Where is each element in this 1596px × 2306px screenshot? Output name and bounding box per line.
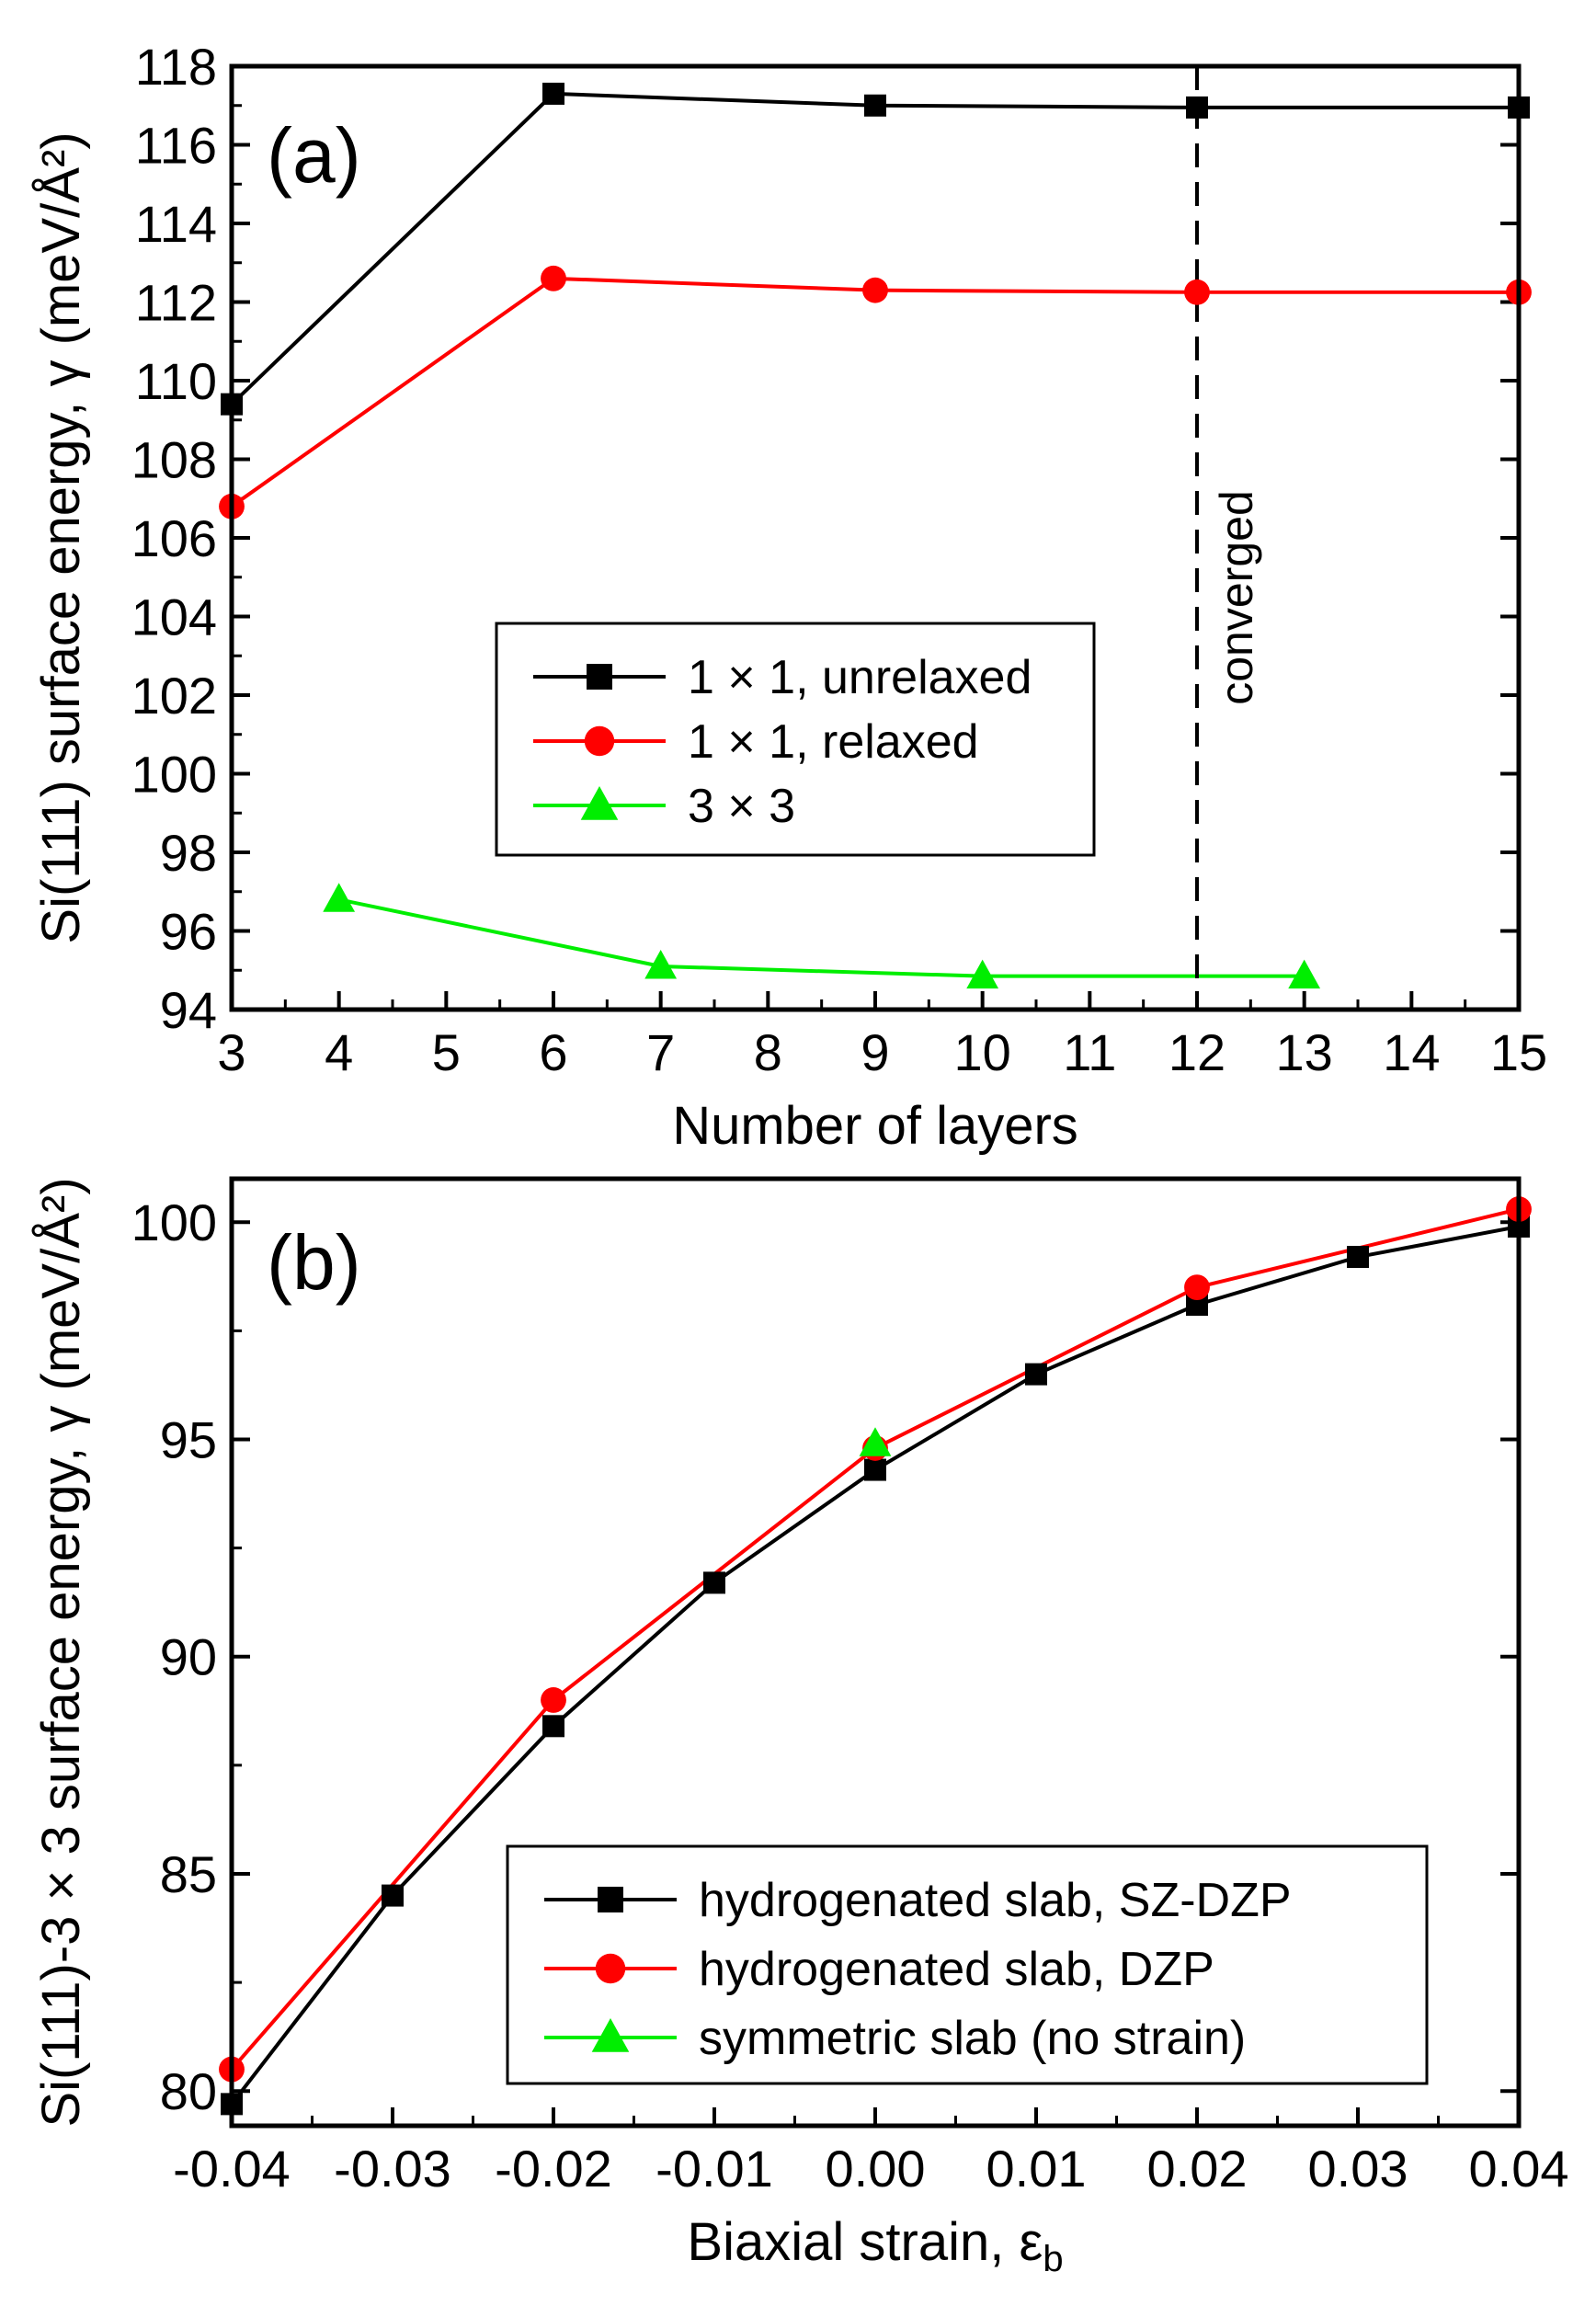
point-3-3 [644,949,678,979]
a-x-tick-label: 3 [217,1023,245,1081]
point-hydrogenated-slab-sz-dzp [1025,1363,1047,1386]
b-y-tick-label: 100 [131,1193,217,1251]
point-hydrogenated-slab-sz-dzp [382,1884,404,1907]
b-x-tick-label: 0.01 [986,2140,1087,2198]
a-x-tick-label: 8 [754,1023,782,1081]
b-plot-frame [229,1176,1522,2129]
b-x-tick-label: 0.04 [1469,2140,1569,2198]
a-x-tick-label: 11 [1063,1023,1116,1081]
point-hydrogenated-slab-sz-dzp [703,1571,725,1594]
a-x-tick-label: 15 [1490,1023,1547,1081]
series-line-1-1-unrelaxed [230,91,1519,406]
b-tick-labels: -0.04 -0.03 -0.02 -0.01 0.00 0.01 0.02 0.03 0.04… [131,1193,1569,2198]
a-legend-label-1-1-unrelaxed: 1 × 1, unrelaxed [688,651,1032,704]
a-y-tick-label: 110 [135,352,217,410]
point-hydrogenated-slab-sz-dzp [542,1715,564,1738]
a-x-tick-label: 14 [1383,1023,1440,1081]
a-tick-labels: 3 4 5 6 7 8 9 10 11 12 13 14 15 94 96 98 100 102 104 106 108… [131,38,1548,1081]
b-legend-marker-hydrogenated-slab-sz-dzp [598,1887,623,1912]
b-y-tick-label: 95 [160,1410,217,1468]
a-panel-label: (a) [267,112,361,199]
a-x-tick-label: 10 [954,1023,1011,1081]
point-1-1-unrelaxed [542,82,564,105]
b-x-axis-title: Biaxial strain, εb [687,2212,1063,2279]
a-x-tick-label: 9 [861,1023,889,1081]
b-x-tick-label: 0.03 [1308,2140,1408,2198]
converged-annotation: converged [1211,490,1262,705]
a-x-tick-label: 12 [1168,1023,1226,1081]
panel-a: converged 3 4 5 6 7 8 9 10 11 12 13 14 15 94 96 98 100 10… [31,38,1547,1156]
a-y-tick-label: 98 [160,824,217,882]
a-y-tick-label: 106 [131,509,217,567]
a-x-tick-label: 6 [539,1023,567,1081]
a-x-tick-label: 5 [432,1023,461,1081]
point-1-1-relaxed [541,265,566,291]
a-legend: 1 × 1, unrelaxed 1 × 1, relaxed 3 × 3 [495,622,1096,857]
a-x-tick-label: 4 [325,1023,353,1081]
a-x-axis-title: Number of layers [672,1096,1078,1156]
a-y-tick-label: 104 [131,588,217,646]
b-y-tick-label: 90 [160,1628,217,1686]
b-y-tick-label: 80 [160,2062,217,2120]
b-panel-label: (b) [267,1219,361,1306]
a-plot-frame [229,63,1522,1012]
point-3-3 [323,883,356,912]
b-legend-label-hydrogenated-slab-dzp: hydrogenated slab, DZP [699,1943,1214,1996]
point-1-1-relaxed [1184,279,1210,305]
point-symmetric-slab-no-strain [859,1427,892,1456]
a-y-tick-label: 118 [135,38,217,96]
b-x-tick-label: 0.02 [1147,2140,1248,2198]
point-hydrogenated-slab-dzp [1184,1274,1210,1301]
a-x-tick-label: 7 [646,1023,675,1081]
b-x-axis-title-subscript: b [1043,2239,1063,2279]
b-x-tick-label: -0.01 [656,2140,773,2198]
point-1-1-unrelaxed [1186,96,1208,119]
series-line-3-3 [338,897,1305,978]
b-legend-label-symmetric-slab-no-strain: symmetric slab (no strain) [699,2012,1246,2065]
point-hydrogenated-slab-sz-dzp [864,1458,886,1481]
b-x-tick-label: -0.04 [173,2140,291,2198]
point-3-3 [966,959,999,989]
b-x-tick-label: 0.00 [826,2140,926,2198]
b-legend-label-hydrogenated-slab-sz-dzp: hydrogenated slab, SZ-DZP [699,1874,1292,1927]
a-y-tick-label: 102 [131,667,217,725]
b-legend-marker-hydrogenated-slab-dzp [595,1953,626,1984]
b-y-axis-title: Si(111)-3 × 3 surface energy, γ (meV/Å²) [31,1177,91,2127]
b-legend-box [506,1844,1429,2085]
a-legend-label-3-3: 3 × 3 [688,780,795,833]
a-y-axis-title: Si(111) surface energy, γ (meV/Å²) [31,131,91,943]
a-x-tick-label: 13 [1276,1023,1333,1081]
b-y-tick-label: 85 [160,1845,217,1903]
point-hydrogenated-slab-sz-dzp [1347,1246,1369,1269]
a-ticks [230,64,1521,1011]
a-y-tick-label: 94 [160,981,217,1039]
b-legend: hydrogenated slab, SZ-DZP hydrogenated sl… [506,1844,1429,2085]
a-y-tick-label: 108 [131,431,217,489]
a-y-tick-label: 116 [135,117,217,175]
b-x-tick-label: -0.02 [495,2140,612,2198]
a-legend-label-1-1-relaxed: 1 × 1, relaxed [688,715,979,769]
a-legend-marker-1-1-unrelaxed [587,664,612,690]
a-y-tick-label: 112 [135,274,217,332]
panel-b: -0.04 -0.03 -0.02 -0.01 0.00 0.01 0.02 0.03 0.04… [31,1176,1569,2279]
b-x-tick-label: -0.03 [334,2140,451,2198]
point-1-1-unrelaxed [864,94,886,117]
a-y-tick-label: 96 [160,903,217,961]
a-legend-marker-1-1-relaxed [584,725,615,757]
point-3-3 [1288,959,1321,989]
b-x-axis-title-main: Biaxial strain, ε [687,2212,1043,2272]
a-y-tick-label: 114 [135,195,217,253]
point-hydrogenated-slab-dzp [541,1687,566,1713]
a-legend-marker-3-3 [580,786,619,820]
b-legend-marker-symmetric-slab-no-strain [591,2018,630,2052]
point-1-1-relaxed [862,277,888,303]
series-line-1-1-relaxed [230,276,1519,508]
a-y-tick-label: 100 [131,746,217,804]
